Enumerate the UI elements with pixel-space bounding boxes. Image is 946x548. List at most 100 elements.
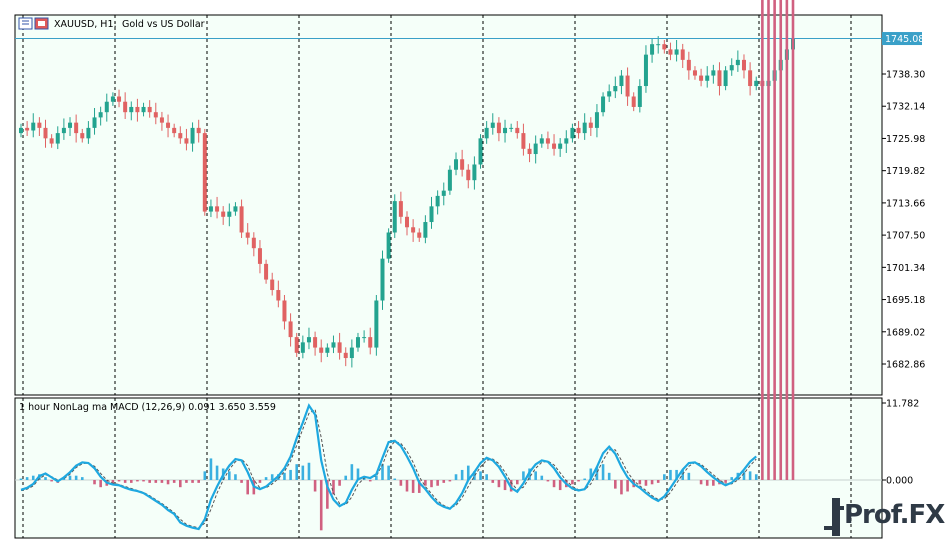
- indicator-label: 1 hour NonLag ma MACD (12,26,9) 0.091 3.…: [19, 402, 276, 413]
- candle-body: [533, 143, 538, 155]
- candle-body: [184, 138, 189, 144]
- candle-body: [650, 44, 655, 55]
- candle-body: [68, 122, 73, 128]
- candle-body: [368, 337, 373, 348]
- candle-body: [153, 112, 158, 118]
- candle-body: [705, 75, 710, 81]
- candle-body: [564, 138, 569, 144]
- candle-body: [484, 127, 489, 139]
- macd-line: [20, 403, 757, 531]
- candle-body: [417, 232, 422, 238]
- candle-body: [257, 248, 262, 264]
- candle-body: [49, 138, 54, 144]
- candle-body: [447, 169, 452, 191]
- indicator-axis: 11.782 0.000: [882, 399, 919, 487]
- candle-body: [306, 337, 311, 343]
- candle-body: [245, 232, 250, 238]
- candle-body: [735, 59, 740, 66]
- price-tick-label: 1689.02: [886, 327, 925, 338]
- candle-body: [215, 206, 220, 212]
- candle-body: [613, 86, 618, 92]
- candle-body: [86, 127, 91, 139]
- candle-body: [208, 206, 213, 212]
- candle-body: [80, 133, 85, 139]
- candle-body: [668, 49, 673, 55]
- chart-icon-2-inner: [38, 21, 45, 26]
- symbol-label: XAUUSD, H1:: [54, 19, 117, 30]
- current-price-label: 1745.08: [885, 34, 924, 45]
- candle-body: [276, 290, 281, 301]
- candle-body: [754, 80, 759, 87]
- candle-body: [147, 106, 152, 113]
- price-tick-label: 1732.14: [886, 102, 925, 113]
- candle-body: [478, 138, 483, 165]
- candle-body: [496, 122, 501, 134]
- candle-body: [300, 342, 305, 353]
- candle-body: [582, 122, 587, 134]
- candle-body: [509, 127, 514, 129]
- indicator-tick-label: 11.782: [886, 399, 919, 410]
- candle-body: [558, 143, 563, 149]
- candle-body: [196, 127, 201, 134]
- candle-body: [692, 70, 697, 76]
- candle-body: [55, 133, 60, 144]
- candle-body: [588, 122, 593, 128]
- current-price-tag: [882, 32, 922, 46]
- candle-body: [490, 122, 495, 128]
- candle-body: [61, 127, 66, 134]
- candle-body: [435, 195, 440, 207]
- candle-body: [619, 75, 624, 87]
- candle-body: [19, 127, 23, 134]
- macd-histogram: [19, 0, 795, 531]
- symbol-description: Gold vs US Dollar: [122, 19, 205, 30]
- candle-body: [117, 96, 122, 102]
- candle-body: [631, 96, 636, 107]
- candle-body: [123, 101, 128, 113]
- candle-body: [110, 96, 115, 102]
- candle-body: [135, 106, 140, 113]
- candle-body: [460, 159, 465, 170]
- candle-body: [576, 127, 581, 134]
- candle-body: [98, 112, 103, 118]
- price-tick-label: 1725.98: [886, 134, 925, 145]
- price-tick-label: 1701.34: [886, 263, 925, 274]
- candle-body: [392, 201, 397, 233]
- price-axis: 1738.30 1732.14 1725.98 1719.82 1713.66 1707.…: [882, 70, 925, 371]
- candle-body: [515, 127, 520, 134]
- candle-body: [423, 222, 428, 238]
- candle-body: [380, 258, 385, 301]
- watermark-text: Prof.FX: [844, 500, 945, 530]
- candle-body: [325, 347, 330, 353]
- candle-body: [405, 216, 409, 228]
- candle-body: [74, 122, 79, 134]
- candle-body: [429, 206, 434, 223]
- candle-body: [454, 159, 459, 170]
- candle-body: [92, 117, 97, 128]
- candle-body: [355, 337, 360, 348]
- candle-body: [337, 342, 342, 353]
- candle-body: [227, 211, 232, 217]
- indicator-panel: [14, 397, 883, 539]
- candle-body: [374, 300, 379, 348]
- candle-body: [748, 70, 753, 87]
- candle-body: [166, 122, 171, 128]
- candle-body: [313, 337, 318, 348]
- watermark: Prof.FX: [822, 496, 945, 542]
- candle-body: [717, 70, 722, 87]
- candle-body: [251, 237, 256, 249]
- candle-body: [362, 337, 367, 339]
- candle-body: [472, 164, 477, 181]
- candle-body: [270, 279, 275, 291]
- candle-body: [178, 133, 183, 139]
- candle-body: [607, 91, 612, 97]
- candle-body: [221, 211, 226, 217]
- price-tick-label: 1682.86: [886, 360, 925, 371]
- candle-body: [190, 127, 195, 144]
- candle-body: [172, 127, 177, 134]
- candle-body: [552, 143, 557, 149]
- candle-body: [699, 75, 704, 81]
- candle-body: [398, 201, 403, 217]
- candle-body: [545, 138, 550, 144]
- price-tick-label: 1738.30: [886, 70, 925, 81]
